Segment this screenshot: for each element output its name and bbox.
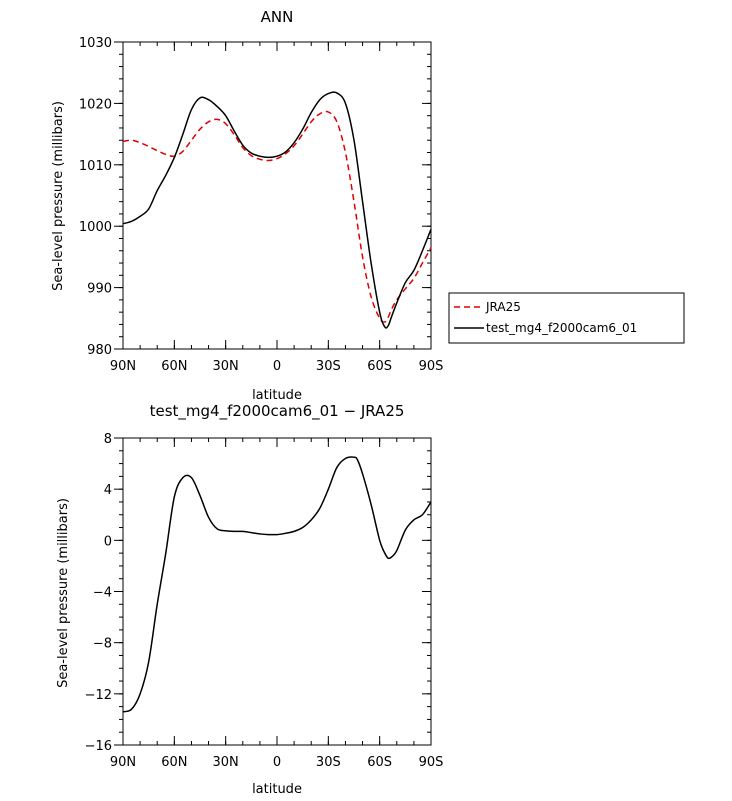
top-y-tick-label: 990 bbox=[87, 282, 112, 297]
bottom-x-tick-label: 60N bbox=[161, 755, 187, 770]
legend-box bbox=[448, 292, 685, 344]
bottom-x-tick-label: 90S bbox=[419, 755, 444, 770]
top-x-axis-label: latitude bbox=[252, 388, 302, 403]
bottom-x-tick-label: 90N bbox=[110, 755, 136, 770]
top-x-tick-label: 90N bbox=[110, 359, 136, 374]
bottom-y-tick-label: −8 bbox=[93, 637, 112, 652]
bottom-y-tick-label: −12 bbox=[85, 688, 112, 703]
bottom-y-tick-label: 8 bbox=[104, 432, 112, 447]
top-y-tick-label: 1000 bbox=[79, 220, 112, 235]
bottom-plot-frame bbox=[122, 437, 432, 746]
legend-entry-jra25: JRA25 bbox=[485, 300, 521, 314]
bottom-x-tick-label: 30S bbox=[316, 755, 341, 770]
top-plot-frame bbox=[122, 41, 432, 350]
top-x-tick-label: 30S bbox=[316, 359, 341, 374]
bottom-x-tick-label: 30N bbox=[213, 755, 239, 770]
top-y-tick-label: 1010 bbox=[79, 159, 112, 174]
top-panel: ANN Sea-level pressure (millibars) latit… bbox=[51, 8, 443, 403]
top-chart-title: ANN bbox=[261, 8, 294, 26]
bottom-x-tick-label: 0 bbox=[273, 755, 281, 770]
top-y-tick-label: 1030 bbox=[79, 36, 112, 51]
top-series-line-jra25 bbox=[122, 110, 432, 323]
bottom-y-tick-label: 4 bbox=[104, 483, 112, 498]
bottom-x-tick-label: 60S bbox=[367, 755, 392, 770]
bottom-y-axis-label: Sea-level pressure (millibars) bbox=[56, 498, 71, 688]
top-x-tick-label: 90S bbox=[419, 359, 444, 374]
bottom-y-tick-label: −4 bbox=[93, 586, 112, 601]
legend: JRA25 test_mg4_f2000cam6_01 bbox=[448, 292, 685, 344]
bottom-y-tick-label: −16 bbox=[85, 739, 112, 754]
bottom-series-line-difference bbox=[122, 456, 432, 713]
top-y-tick-label: 1020 bbox=[79, 97, 112, 112]
top-series-line-test-mg4-f2000cam6-01 bbox=[122, 91, 432, 329]
top-x-tick-label: 30N bbox=[213, 359, 239, 374]
legend-entry-test: test_mg4_f2000cam6_01 bbox=[486, 321, 637, 335]
top-y-tick-label: 980 bbox=[87, 343, 112, 358]
top-plot-area: 90N 60N 30N 0 30S 60S 90S 980 990 1000 1010 1020 103… bbox=[79, 36, 443, 374]
top-x-tick-label: 0 bbox=[273, 359, 281, 374]
bottom-y-tick-label: 0 bbox=[104, 534, 112, 549]
top-x-tick-label: 60N bbox=[161, 359, 187, 374]
top-y-axis-label: Sea-level pressure (millibars) bbox=[51, 101, 66, 291]
bottom-panel: test_mg4_f2000cam6_01 − JRA25 Sea-level … bbox=[56, 402, 443, 797]
bottom-plot-area: 90N 60N 30N 0 30S 60S 90S −16 −12 −8 −4 0 4 8 bbox=[85, 432, 444, 770]
top-x-tick-label: 60S bbox=[367, 359, 392, 374]
bottom-x-axis-label: latitude bbox=[252, 782, 302, 797]
bottom-chart-title: test_mg4_f2000cam6_01 − JRA25 bbox=[150, 402, 405, 421]
